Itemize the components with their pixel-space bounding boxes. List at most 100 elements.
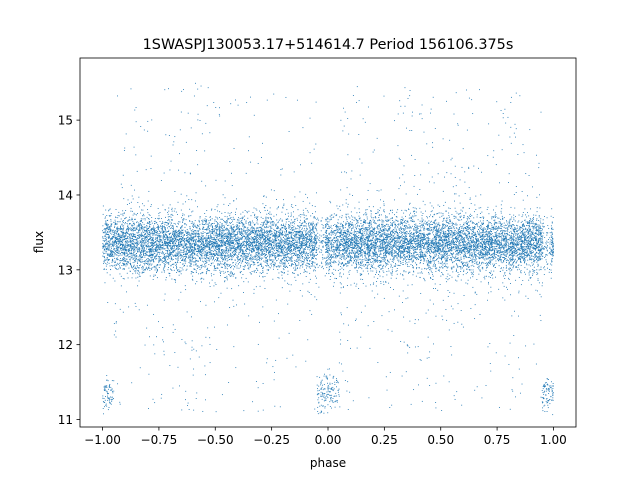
data-point xyxy=(224,197,226,199)
data-point xyxy=(234,266,235,268)
data-point xyxy=(240,242,242,244)
data-point xyxy=(166,251,168,253)
data-point xyxy=(423,246,425,248)
data-point xyxy=(400,258,402,260)
data-point xyxy=(159,260,161,261)
data-point xyxy=(489,249,491,251)
data-point xyxy=(371,243,373,245)
data-point xyxy=(128,248,130,250)
data-point xyxy=(245,258,247,260)
data-point xyxy=(328,227,330,229)
data-point xyxy=(196,224,198,226)
data-point xyxy=(284,263,286,265)
data-point xyxy=(207,238,209,240)
data-point xyxy=(361,236,363,238)
data-point xyxy=(141,238,143,240)
data-point xyxy=(435,288,437,289)
data-point xyxy=(128,236,130,238)
data-point xyxy=(440,254,442,256)
data-point xyxy=(335,215,337,217)
data-point xyxy=(302,209,304,211)
data-point xyxy=(475,257,477,258)
data-point xyxy=(404,240,406,242)
data-point xyxy=(393,239,395,241)
data-point xyxy=(259,234,261,236)
data-point xyxy=(405,250,407,252)
data-point xyxy=(189,232,190,234)
data-point xyxy=(442,231,444,233)
data-point xyxy=(336,249,337,251)
data-point xyxy=(423,246,425,248)
data-point xyxy=(232,228,234,230)
data-point xyxy=(148,220,150,222)
data-point xyxy=(381,233,383,235)
data-point xyxy=(473,242,475,244)
data-point xyxy=(484,255,486,257)
data-point xyxy=(355,259,357,260)
data-point xyxy=(288,235,289,237)
data-point xyxy=(163,245,165,247)
data-point xyxy=(219,245,221,247)
data-point xyxy=(519,252,521,254)
data-point xyxy=(381,250,383,252)
data-point xyxy=(495,256,496,258)
data-point xyxy=(124,252,126,254)
data-point xyxy=(269,207,271,209)
data-point xyxy=(125,241,127,243)
data-point xyxy=(163,231,165,232)
data-point xyxy=(413,248,415,250)
data-point xyxy=(258,241,260,243)
data-point xyxy=(430,261,432,263)
data-point xyxy=(219,107,220,109)
data-point xyxy=(105,239,107,241)
data-point xyxy=(395,225,397,227)
data-point xyxy=(366,235,368,237)
data-point xyxy=(183,253,185,255)
data-point xyxy=(282,255,284,257)
data-point xyxy=(278,266,280,268)
data-point xyxy=(423,228,425,230)
data-point xyxy=(326,378,328,380)
data-point xyxy=(415,225,417,226)
data-point xyxy=(520,255,521,257)
data-point xyxy=(513,239,514,241)
data-point xyxy=(261,236,263,237)
data-point xyxy=(488,222,490,224)
data-point xyxy=(383,257,385,259)
data-point xyxy=(375,259,377,261)
data-point xyxy=(240,213,242,215)
data-point xyxy=(470,238,472,240)
data-point xyxy=(256,220,258,222)
data-point xyxy=(268,266,270,268)
data-point xyxy=(339,258,341,260)
data-point xyxy=(411,261,413,263)
data-point xyxy=(511,245,513,247)
data-point xyxy=(434,225,436,227)
data-point xyxy=(433,234,434,236)
data-point xyxy=(381,257,383,259)
data-point xyxy=(124,249,126,251)
data-point xyxy=(446,243,448,245)
data-point xyxy=(199,259,201,261)
data-point xyxy=(421,219,423,221)
data-point xyxy=(191,252,193,254)
data-point xyxy=(360,230,361,232)
data-point xyxy=(235,250,236,252)
data-point xyxy=(417,239,419,241)
data-point xyxy=(331,234,333,236)
data-point xyxy=(412,236,414,238)
data-point xyxy=(533,343,535,345)
data-point xyxy=(269,234,271,236)
data-point xyxy=(221,225,223,227)
data-point xyxy=(113,245,115,246)
data-point xyxy=(258,244,260,246)
data-point xyxy=(549,243,551,245)
data-point xyxy=(473,227,475,229)
data-point xyxy=(435,259,437,261)
data-point xyxy=(192,249,194,251)
data-point xyxy=(469,269,471,271)
data-point xyxy=(486,263,488,265)
data-point xyxy=(132,273,134,275)
data-point xyxy=(358,288,360,289)
data-point xyxy=(339,229,341,231)
